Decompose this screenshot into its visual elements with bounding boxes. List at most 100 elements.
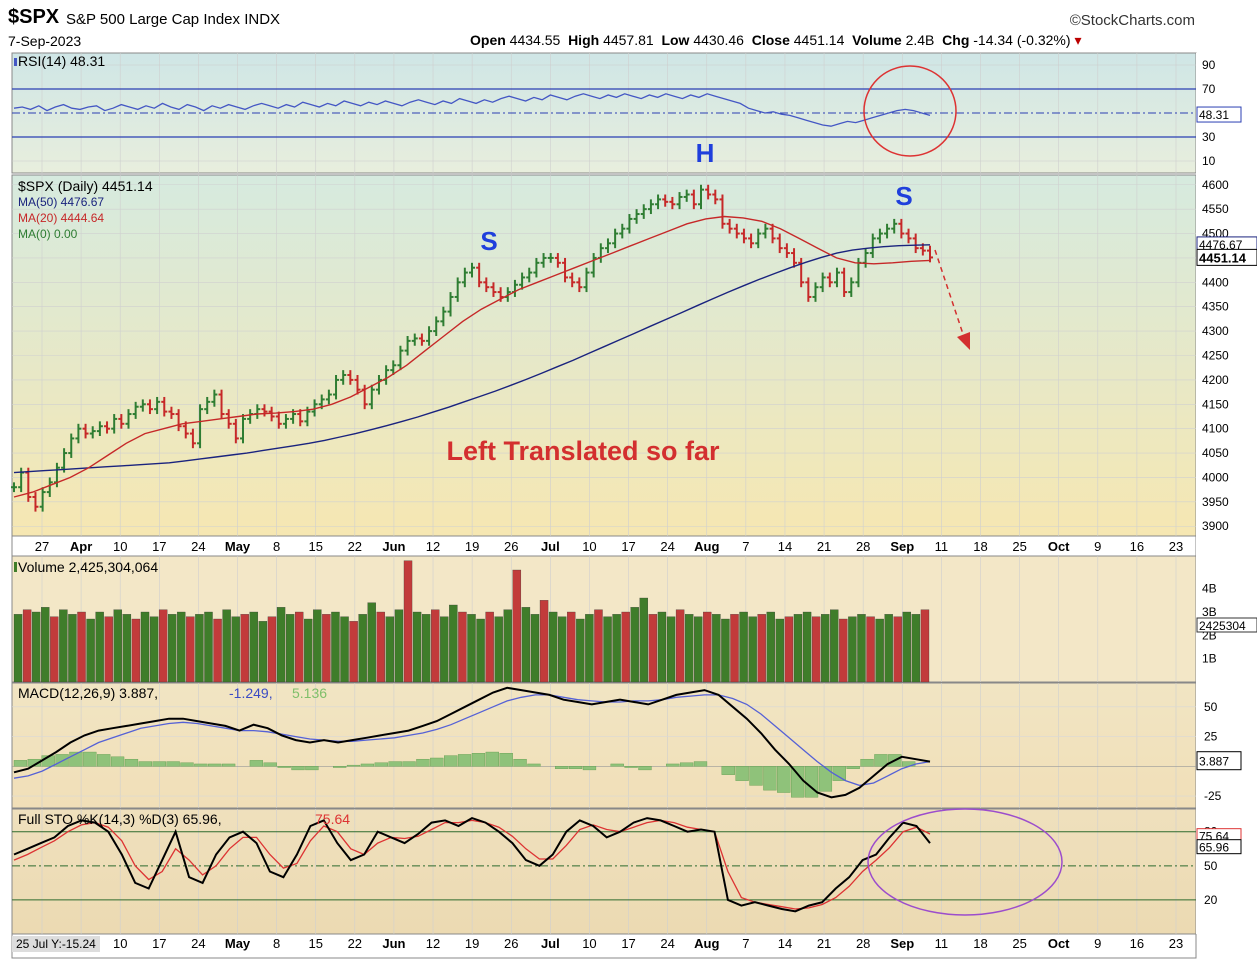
price-tick-label: 4300	[1202, 324, 1229, 338]
x-tick-label-bottom: 8	[273, 936, 280, 951]
price-bar	[211, 389, 218, 407]
crosshair-readout: 25 Jul Y:-15.24	[12, 936, 100, 952]
volume-bar	[22, 609, 32, 683]
volume-bar	[757, 614, 766, 683]
exchange: INDX	[244, 11, 281, 28]
volume-bar	[149, 616, 159, 683]
volume-bar	[59, 609, 68, 683]
x-tick-label-bottom: Jun	[382, 936, 405, 951]
price-bar	[655, 194, 662, 210]
price-bar	[905, 228, 912, 244]
macd-histogram-bar	[499, 753, 513, 767]
price-bar	[690, 189, 697, 210]
rsi-highlight-circle	[863, 65, 957, 157]
price-bar	[833, 267, 840, 288]
price-bar	[354, 375, 361, 395]
low-value: 4430.46	[693, 32, 744, 48]
x-tick-label: 28	[856, 539, 870, 554]
rsi-legend: RSI(14) 48.31	[18, 53, 105, 69]
volume-bar	[521, 607, 531, 683]
symbol: $SPX	[8, 6, 60, 28]
x-tick-label-bottom: 17	[152, 936, 166, 951]
price-bar	[189, 428, 196, 449]
volume-panel-icon	[14, 562, 17, 572]
sto-k-value-box	[1196, 839, 1242, 855]
volume-bar	[104, 616, 113, 683]
sto-tick-label: 50	[1204, 859, 1218, 873]
volume-value: 2.4B	[905, 32, 935, 48]
volume-bar	[920, 609, 930, 683]
volume-bar	[68, 614, 77, 683]
volume-bar	[666, 616, 676, 683]
panel-sto	[11, 808, 1197, 935]
brand-logo[interactable]: ©StockCharts.com	[1069, 12, 1195, 29]
price-tick-label: 4250	[1202, 349, 1229, 363]
volume-bar	[140, 611, 150, 683]
macd-histogram-bar	[693, 761, 708, 767]
volume-bar	[911, 614, 921, 683]
volume-bar	[113, 609, 122, 683]
chg-label: Chg	[942, 32, 970, 48]
down-arrow-icon: ▾	[1074, 32, 1082, 48]
price-bar	[46, 477, 53, 497]
price-bar	[61, 448, 68, 473]
price-bar	[583, 267, 590, 293]
macd-histogram-bar	[457, 754, 472, 767]
volume-bar	[385, 616, 395, 683]
sto-d-legend: 75.64	[315, 811, 350, 827]
price-bar	[705, 184, 712, 200]
macd-histogram-bar	[582, 766, 597, 771]
volume-bar	[376, 611, 385, 683]
volume-bar	[177, 611, 186, 683]
price-bar	[104, 421, 111, 434]
macd-histogram-bar	[568, 766, 583, 769]
volume-bar	[721, 618, 730, 683]
macd-histogram-bar	[208, 763, 222, 767]
rsi-line	[13, 93, 931, 127]
price-tick-label: 4100	[1202, 422, 1229, 436]
x-tick-label-bottom: 21	[817, 936, 831, 951]
x-tick-label-bottom: Jul	[541, 936, 560, 951]
ma50-line	[13, 244, 931, 474]
price-bar	[483, 277, 490, 293]
volume-bar	[675, 609, 685, 683]
x-tick-label: 14	[778, 539, 792, 554]
volume-bar	[294, 611, 304, 683]
price-bar	[712, 189, 719, 205]
macd-line	[13, 686, 931, 799]
x-tick-label: Jun	[382, 539, 405, 554]
sto-highlight-ellipse	[867, 808, 1063, 916]
x-tick-label-bottom: 10	[582, 936, 596, 951]
price-bar	[225, 409, 232, 429]
volume-bar	[730, 614, 739, 683]
projection-arrow-line	[934, 249, 966, 341]
symbol-name: S&P 500 Large Cap Index INDX	[66, 11, 280, 28]
x-tick-label-bottom: 26	[504, 936, 518, 951]
rsi-tick-label: 30	[1202, 130, 1216, 144]
volume-tick-label: 3B	[1202, 605, 1217, 619]
price-bar	[204, 396, 211, 415]
x-tick-label: 22	[348, 539, 362, 554]
price-bar	[576, 277, 583, 293]
macd-histogram-bar	[610, 763, 624, 767]
price-bar	[626, 214, 633, 234]
macd-histogram-bar	[777, 766, 791, 793]
price-bar	[769, 223, 776, 244]
price-tick-label: 4600	[1202, 178, 1229, 192]
x-tick-label: Jul	[541, 539, 560, 554]
volume-bar	[830, 609, 839, 683]
price-bar	[519, 272, 526, 290]
price-bar	[440, 306, 447, 327]
x-tick-label-bottom: 24	[660, 936, 674, 951]
volume-bar	[186, 616, 195, 683]
macd-histogram-bar	[860, 758, 874, 767]
price-bar	[311, 399, 318, 417]
volume-bar	[86, 618, 95, 683]
volume-bar	[77, 611, 86, 683]
macd-histogram-bar	[735, 766, 749, 781]
volume-bar	[131, 618, 141, 683]
macd-histogram-bar	[263, 762, 277, 767]
volume-bar	[884, 614, 893, 683]
macd-histogram-bar	[27, 758, 41, 767]
chart-header: $SPX S&P 500 Large Cap Index INDX 7-Sep-…	[0, 0, 1257, 52]
